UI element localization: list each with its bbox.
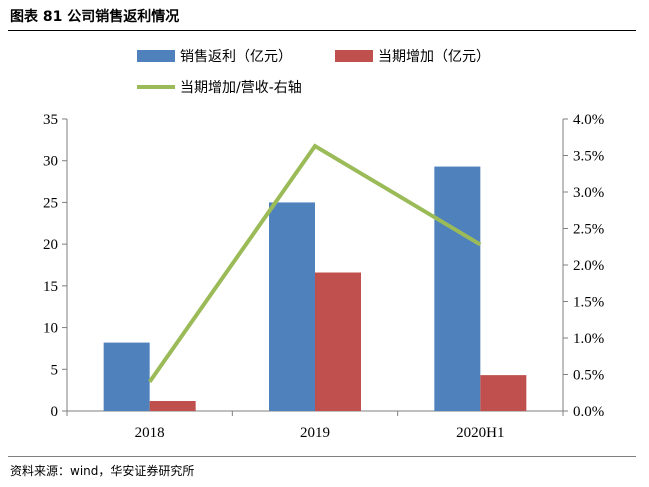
bar-period-increase	[315, 272, 361, 411]
x-tick-label: 2018	[135, 425, 165, 441]
y-tick-label: 30	[43, 154, 58, 170]
y2-tick-label: 1.0%	[573, 331, 604, 347]
legend-label-ratio-line: 当期增加/营收-右轴	[180, 80, 302, 96]
y2-tick-label: 3.0%	[573, 185, 604, 201]
y2-tick-label: 0.0%	[573, 404, 604, 420]
bar-period-increase	[149, 400, 196, 411]
y2-tick-label: 1.5%	[573, 295, 604, 311]
y-tick-label: 5	[51, 362, 59, 378]
legend-swatch-sales-rebate	[137, 50, 175, 62]
y-tick-label: 10	[43, 321, 58, 337]
legend-label-period-increase: 当期增加（亿元）	[378, 49, 490, 65]
y-tick-label: 0	[51, 404, 59, 420]
y2-tick-label: 2.0%	[573, 258, 604, 274]
bar-sales-rebate	[269, 202, 315, 411]
legend-swatch-period-increase	[335, 50, 373, 62]
y-tick-label: 20	[43, 237, 58, 253]
x-tick-label: 2019	[300, 425, 330, 441]
y2-tick-label: 3.5%	[573, 149, 604, 165]
bar-period-increase	[480, 375, 527, 411]
y-tick-label: 15	[43, 279, 58, 295]
y-tick-label: 35	[43, 112, 58, 128]
y2-tick-label: 0.5%	[573, 368, 604, 384]
figure-title: 图表 81 公司销售返利情况	[10, 9, 180, 25]
y2-tick-label: 2.5%	[573, 222, 604, 238]
legend: 销售返利（亿元） 当期增加（亿元） 当期增加/营收-右轴	[137, 49, 490, 96]
ratio-line-series	[148, 143, 482, 383]
bar-sales-rebate	[103, 342, 150, 411]
source-note: 资料来源：wind，华安证券研究所	[10, 464, 195, 478]
source-rule	[8, 456, 636, 457]
legend-label-sales-rebate: 销售返利（亿元）	[180, 49, 292, 65]
ratio-line	[148, 143, 482, 383]
bars	[103, 166, 527, 411]
title-rule	[8, 30, 636, 31]
y-tick-label: 25	[43, 195, 58, 211]
x-tick-label: 2020H1	[456, 425, 504, 441]
bar-sales-rebate	[434, 166, 481, 411]
y2-tick-label: 4.0%	[573, 112, 604, 128]
